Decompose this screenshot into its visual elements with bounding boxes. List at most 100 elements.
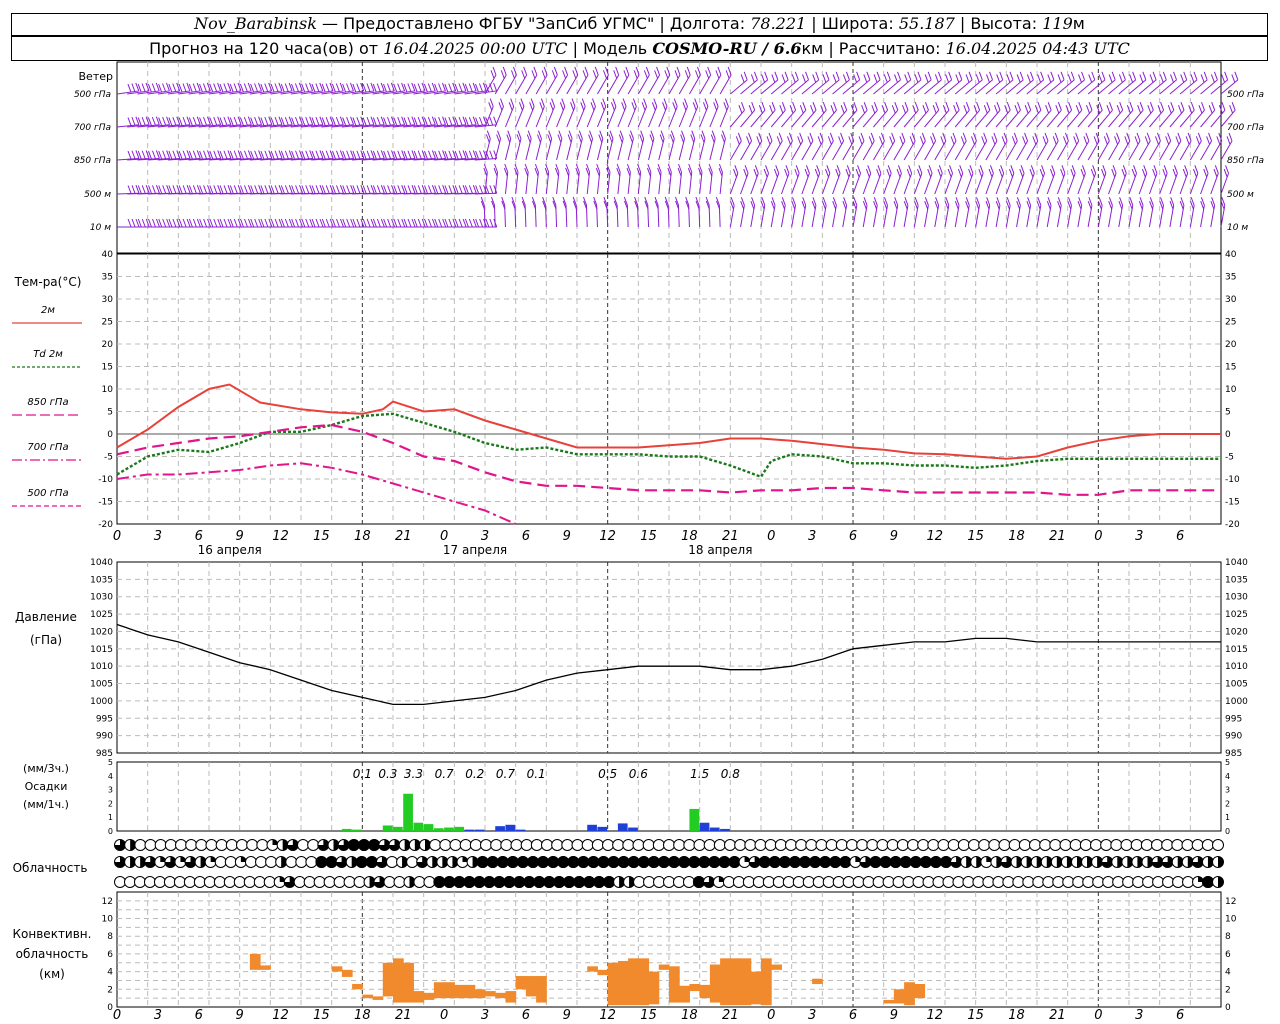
wind-barb-feather — [319, 150, 324, 159]
temperature-xtick: 15 — [967, 529, 984, 544]
cloud-symbol — [1022, 876, 1035, 888]
wind-barb-feather — [472, 218, 477, 228]
wind-barb-feather — [141, 218, 146, 228]
cloud-symbol — [882, 876, 895, 888]
cloud-symbol — [423, 876, 436, 888]
wind-barb-feather — [600, 102, 605, 111]
wind-barb-feather — [247, 218, 252, 228]
wind-barb — [729, 140, 742, 161]
wind-barb-feather — [672, 102, 677, 111]
wind-barb-feather — [853, 197, 858, 206]
wind-barb-feather — [626, 167, 631, 177]
wind-barb-feather — [309, 218, 314, 228]
cloud-fill-partial — [629, 876, 635, 888]
wind-barb-feather — [472, 185, 477, 194]
cloud-fill-partial — [452, 856, 458, 868]
convective-bar — [607, 962, 619, 1006]
wind-barb-feather — [1131, 168, 1136, 178]
wind-barb-feather — [490, 70, 495, 79]
wind-barb-feather — [850, 105, 855, 114]
wind-barb-feather — [1061, 165, 1066, 174]
wind-barb-feather — [1173, 165, 1178, 174]
cloud-symbol — [233, 876, 246, 888]
temperature-ytick-right: -10 — [1225, 475, 1240, 485]
wind-barb-feather — [1224, 71, 1229, 81]
precip-bar — [382, 825, 393, 831]
wind-barb-feather — [444, 117, 449, 126]
cloud-symbol — [551, 839, 564, 851]
wind-barb-feather — [531, 70, 536, 79]
wind-barb — [341, 124, 364, 128]
wind-barb-feather — [644, 196, 649, 206]
wind-barb-feather — [750, 201, 755, 210]
temperature-xtick: 0 — [1094, 529, 1102, 544]
wind-barb-feather — [1184, 165, 1189, 174]
wind-barb-feather — [485, 185, 490, 194]
wind-barb-feather — [309, 82, 314, 92]
wind-barb-feather — [940, 136, 945, 145]
wind-barb-feather — [321, 185, 326, 194]
wind-barb-feather — [147, 83, 152, 93]
wind-barb-feather — [935, 101, 940, 111]
temperature-xtick: 12 — [599, 529, 616, 544]
wind-barb-feather — [1093, 136, 1098, 145]
wind-barb-feather — [331, 83, 336, 93]
wind-barb-feather — [274, 150, 279, 159]
wind-barb-feather — [151, 150, 156, 159]
wind-barb-feather — [613, 200, 618, 210]
wind-barb — [127, 90, 150, 95]
wind-barb — [464, 124, 487, 128]
wind-barb-feather — [1133, 165, 1137, 174]
wind-barb — [883, 79, 901, 95]
wind-barb-feather — [754, 165, 759, 174]
wind-barb — [944, 140, 957, 161]
wind-barb-feather — [853, 74, 858, 83]
wind-barb-feather — [511, 196, 516, 206]
wind-barb-feather — [676, 66, 681, 76]
wind-barb-feather — [468, 218, 473, 228]
cloud-fill-overcast — [543, 876, 556, 888]
wind-barb — [862, 79, 881, 95]
wind-barb-feather — [893, 201, 898, 210]
cloud-symbol — [952, 876, 965, 888]
wind-barb — [188, 157, 211, 161]
cloud-symbol — [225, 839, 238, 851]
wind-barb-feather — [309, 116, 314, 125]
temperature-xtick: 18 — [1008, 529, 1025, 544]
wind-barb — [525, 74, 538, 95]
wind-barb-feather — [678, 163, 682, 173]
wind-barb-feather — [370, 185, 375, 194]
cloud-symbol — [1012, 876, 1025, 888]
cloud-symbol — [246, 839, 259, 851]
wind-barb-feather — [1201, 101, 1205, 111]
wind-barb — [260, 157, 283, 161]
cloud-fill-partial — [425, 839, 431, 851]
convective-bar — [709, 964, 721, 1003]
wind-barb-feather — [497, 130, 502, 139]
wind-barb — [290, 124, 313, 128]
legend-label: 700 гПа — [27, 442, 68, 453]
wind-barb-feather — [955, 74, 960, 83]
convective-bar — [525, 976, 537, 997]
wind-barb — [444, 90, 466, 95]
wind-barb-feather — [219, 83, 224, 93]
wind-barb-feather — [325, 116, 330, 126]
wind-barb-feather — [711, 130, 716, 139]
cloud-symbol — [1062, 876, 1075, 888]
wind-barb-feather — [811, 201, 816, 210]
wind-barb-feather — [168, 117, 173, 126]
wind-barb-feather — [897, 71, 901, 81]
wind-barb-feather — [172, 218, 177, 228]
day-label: 18 апреля — [688, 543, 752, 557]
cloud-fill-partial — [281, 856, 287, 868]
wind-barb-feather — [700, 134, 705, 143]
wind-barb-feather — [452, 150, 457, 159]
cloud-symbol — [480, 839, 492, 851]
wind-barb-feather — [219, 218, 224, 228]
wind-barb-feather — [229, 150, 234, 160]
cloud-symbol — [293, 876, 306, 888]
wind-barb-feather — [298, 116, 303, 125]
wind-barb-feather — [1001, 136, 1006, 145]
wind-barb-feather — [533, 66, 538, 76]
cloud-symbol — [815, 839, 828, 851]
